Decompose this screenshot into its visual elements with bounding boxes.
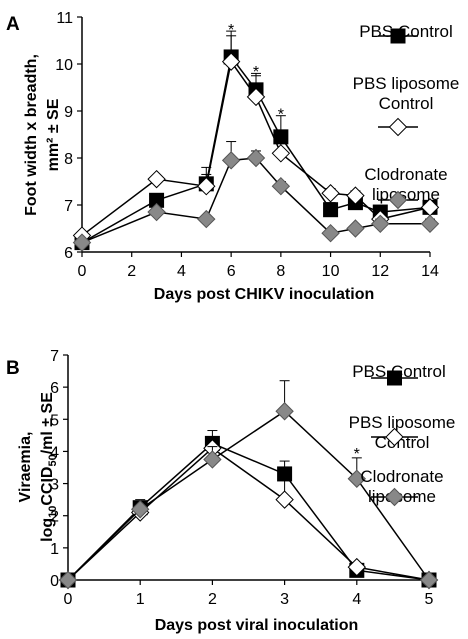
series-line <box>81 157 430 244</box>
data-point <box>275 402 294 421</box>
y-tick-label: 9 <box>64 104 73 121</box>
data-point <box>246 87 266 107</box>
x-axis-title: Days post CHIKV inoculation <box>154 286 374 303</box>
x-tick-label: 12 <box>371 263 389 280</box>
x-tick-label: 0 <box>78 263 87 280</box>
series-0 <box>60 430 437 588</box>
legend-marker <box>388 117 408 137</box>
legend-label: PBS liposome <box>353 74 460 93</box>
series-line <box>67 447 430 581</box>
y-tick-label: 6 <box>50 380 59 397</box>
data-point <box>147 202 166 222</box>
x-tick-label: 14 <box>421 263 439 280</box>
data-point <box>420 214 440 234</box>
data-point <box>147 169 166 189</box>
significance-star: * <box>354 446 360 463</box>
panel-label: A <box>6 14 20 35</box>
legend-marker <box>387 370 402 386</box>
legend-label: Clodronate <box>360 467 443 486</box>
data-point <box>346 219 365 238</box>
data-point <box>321 223 340 243</box>
x-tick-label: 1 <box>136 591 145 608</box>
data-point <box>58 570 78 590</box>
data-point <box>347 557 367 577</box>
series-line <box>81 59 431 237</box>
y-tick-label: 0 <box>50 573 59 590</box>
panel-b: B 0 1 2 3 4 5 6 7 0 1 2 3 4 5 Days post viral inoculati… <box>6 348 455 634</box>
data-point <box>130 500 150 519</box>
data-point <box>271 176 291 196</box>
y-tick-label: 4 <box>50 444 59 461</box>
data-point <box>246 148 266 168</box>
y-tick-label: 7 <box>50 348 59 365</box>
y-tick-label: 11 <box>56 10 73 27</box>
y-tick-label: 7 <box>64 198 73 215</box>
y-tick-label: 1 <box>50 541 59 558</box>
data-point <box>221 151 241 170</box>
x-tick-label: 4 <box>177 263 186 280</box>
x-tick-label: 10 <box>322 263 340 280</box>
data-point <box>419 570 439 590</box>
series-2 <box>58 380 439 590</box>
legend-entry: PBS Control <box>359 22 453 44</box>
data-point <box>203 450 222 469</box>
significance-star: * <box>253 64 259 81</box>
legend-marker <box>388 190 408 210</box>
x-tick-label: 5 <box>425 591 434 608</box>
x-axis-title: Days post viral inoculation <box>155 617 359 634</box>
series-1 <box>58 439 439 590</box>
significance-star: * <box>228 22 234 39</box>
data-point <box>347 469 367 488</box>
y-tick-label: 10 <box>55 57 73 74</box>
x-tick-label: 0 <box>64 591 73 608</box>
y-tick-label: 5 <box>50 412 59 429</box>
data-point <box>321 184 340 203</box>
data-point <box>275 490 294 509</box>
legend-label: PBS liposome <box>349 413 456 432</box>
data-point <box>197 176 216 196</box>
y-axis-title: log10CCID50/ml ± SE <box>39 392 59 542</box>
data-point <box>72 233 92 252</box>
y-axis-title: mm² ± SE <box>45 98 62 171</box>
y-tick-label: 2 <box>50 509 59 526</box>
y-axis-title: Foot width x breadth, <box>23 54 40 216</box>
y-tick-label: 3 <box>50 477 59 494</box>
legend-entry: PBS Control <box>352 362 446 386</box>
y-axis-title: Viraemia, <box>17 432 34 503</box>
data-point <box>221 52 241 71</box>
significance-star: * <box>278 106 284 123</box>
data-point <box>323 202 339 218</box>
x-tick-label: 8 <box>276 263 285 280</box>
data-point <box>271 144 291 163</box>
series-line <box>67 410 430 581</box>
series-1 <box>72 35 440 245</box>
legend-marker <box>390 28 406 44</box>
data-point <box>197 209 216 229</box>
legend-label: Control <box>379 94 434 113</box>
legend-marker <box>385 487 404 507</box>
x-tick-label: 6 <box>227 263 236 280</box>
x-tick-label: 2 <box>127 263 136 280</box>
series-2 <box>72 141 440 252</box>
panel-a: A 6 7 8 9 10 11 0 2 4 6 8 10 12 14 Days post CHIKV inoc… <box>6 10 459 303</box>
legend-label: PBS Control <box>359 22 453 41</box>
legend-marker <box>385 427 404 447</box>
series-line <box>67 442 430 581</box>
legend-label: Clodronate <box>364 165 447 184</box>
data-point <box>346 186 365 205</box>
x-tick-label: 3 <box>280 591 289 608</box>
x-tick-label: 2 <box>208 591 217 608</box>
x-tick-label: 4 <box>352 591 361 608</box>
data-point <box>371 214 390 234</box>
y-tick-label: 8 <box>64 151 73 168</box>
panel-label: B <box>6 358 20 379</box>
y-tick-label: 6 <box>64 245 73 262</box>
